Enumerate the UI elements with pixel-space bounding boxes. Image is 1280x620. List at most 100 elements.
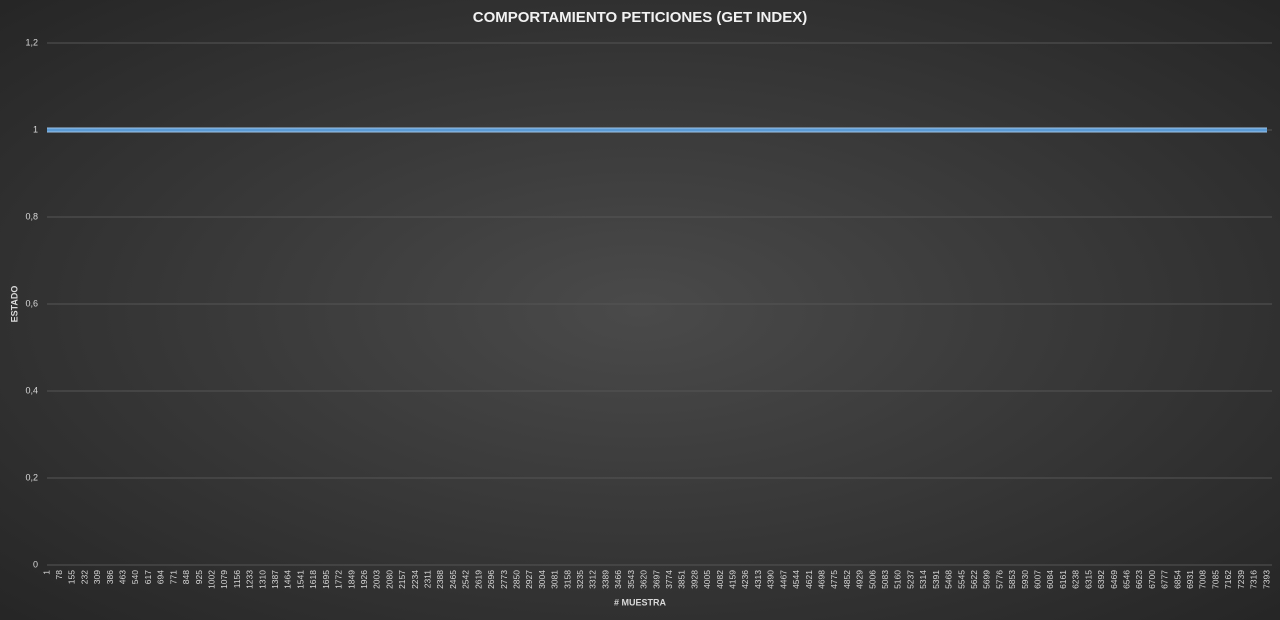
x-tick-label: 617 — [143, 570, 153, 584]
x-tick-label: 7393 — [1261, 570, 1271, 589]
x-tick-label: 5160 — [893, 570, 903, 589]
x-tick-label: 155 — [67, 570, 77, 584]
x-tick-label: 3697 — [651, 570, 661, 589]
x-tick-label: 2234 — [410, 570, 420, 589]
x-tick-label: 4544 — [791, 570, 801, 589]
x-tick-label: 5391 — [931, 570, 941, 589]
x-tick-label: 6392 — [1096, 570, 1106, 589]
x-tick-label: 4621 — [804, 570, 814, 589]
y-tick-label: 1 — [33, 124, 38, 134]
x-tick-label: 4852 — [842, 570, 852, 589]
x-tick-label: 1387 — [270, 570, 280, 589]
x-tick-label: 5237 — [905, 570, 915, 589]
x-tick-label: 6469 — [1109, 570, 1119, 589]
y-tick-label: 0,4 — [25, 385, 38, 395]
x-tick-label: 2696 — [486, 570, 496, 589]
x-tick-label: 771 — [168, 570, 178, 584]
y-tick-label: 0,8 — [25, 211, 38, 221]
x-tick-label: 3928 — [689, 570, 699, 589]
x-tick-label: 3774 — [664, 570, 674, 589]
x-tick-label: 6238 — [1071, 570, 1081, 589]
x-tick-label: 540 — [130, 570, 140, 584]
x-tick-label: 463 — [118, 570, 128, 584]
x-tick-label: 4929 — [855, 570, 865, 589]
x-tick-label: 1310 — [257, 570, 267, 589]
x-tick-label: 1618 — [308, 570, 318, 589]
x-tick-label: 6007 — [1033, 570, 1043, 589]
x-tick-label: 4313 — [753, 570, 763, 589]
x-tick-label: 5006 — [867, 570, 877, 589]
x-tick-label: 7316 — [1249, 570, 1259, 589]
x-tick-label: 848 — [181, 570, 191, 584]
y-tick-label: 0,6 — [25, 298, 38, 308]
x-tick-label: 1926 — [359, 570, 369, 589]
x-tick-label: 3235 — [575, 570, 585, 589]
x-tick-label: 1079 — [219, 570, 229, 589]
x-tick-label: 1464 — [283, 570, 293, 589]
y-tick-label: 0,2 — [25, 472, 38, 482]
x-tick-label: 78 — [54, 570, 64, 580]
x-tick-label: 1772 — [334, 570, 344, 589]
x-tick-label: 3389 — [600, 570, 610, 589]
x-tick-label: 2388 — [435, 570, 445, 589]
x-tick-label: 5699 — [982, 570, 992, 589]
x-tick-label: 7008 — [1198, 570, 1208, 589]
x-tick-label: 5468 — [944, 570, 954, 589]
x-tick-label: 4082 — [715, 570, 725, 589]
x-tick-label: 4775 — [829, 570, 839, 589]
x-tick-label: 4698 — [816, 570, 826, 589]
x-tick-label: 3851 — [677, 570, 687, 589]
x-tick-label: 4005 — [702, 570, 712, 589]
x-tick-label: 7085 — [1210, 570, 1220, 589]
x-tick-label: 5622 — [969, 570, 979, 589]
x-tick-label: 3466 — [613, 570, 623, 589]
x-tick-label: 6315 — [1083, 570, 1093, 589]
x-tick-label: 6161 — [1058, 570, 1068, 589]
x-tick-label: 1849 — [346, 570, 356, 589]
x-tick-label: 4159 — [728, 570, 738, 589]
x-axis-label: # MUESTRA — [614, 597, 667, 607]
y-tick-label: 1,2 — [25, 37, 38, 47]
x-tick-label: 2850 — [511, 570, 521, 589]
x-tick-label: 1 — [41, 570, 51, 575]
x-tick-label: 4467 — [778, 570, 788, 589]
x-tick-label: 7239 — [1236, 570, 1246, 589]
x-tick-label: 6546 — [1121, 570, 1131, 589]
x-tick-label: 3158 — [562, 570, 572, 589]
x-tick-label: 5545 — [956, 570, 966, 589]
x-tick-label: 5314 — [918, 570, 928, 589]
x-tick-label: 5853 — [1007, 570, 1017, 589]
x-tick-label: 925 — [194, 570, 204, 584]
x-tick-label: 2927 — [524, 570, 534, 589]
x-tick-label: 7162 — [1223, 570, 1233, 589]
y-axis-label: ESTADO — [9, 286, 19, 323]
x-tick-label: 2619 — [473, 570, 483, 589]
x-tick-label: 232 — [79, 570, 89, 584]
x-tick-label: 4390 — [766, 570, 776, 589]
x-tick-label: 6854 — [1172, 570, 1182, 589]
x-tick-label: 2003 — [372, 570, 382, 589]
x-tick-label: 5083 — [880, 570, 890, 589]
x-tick-label: 2311 — [423, 570, 433, 589]
x-tick-label: 4236 — [740, 570, 750, 589]
x-tick-label: 2157 — [397, 570, 407, 589]
x-tick-label: 1002 — [206, 570, 216, 589]
x-tick-label: 1695 — [321, 570, 331, 589]
x-tick-label: 1541 — [295, 570, 305, 589]
x-tick-label: 5930 — [1020, 570, 1030, 589]
x-tick-label: 3312 — [588, 570, 598, 589]
x-tick-label: 6777 — [1160, 570, 1170, 589]
x-tick-label: 2080 — [384, 570, 394, 589]
x-tick-label: 3620 — [639, 570, 649, 589]
x-tick-label: 1233 — [245, 570, 255, 589]
x-tick-label: 6084 — [1045, 570, 1055, 589]
x-tick-label: 386 — [105, 570, 115, 584]
chart-title: COMPORTAMIENTO PETICIONES (GET INDEX) — [473, 9, 807, 26]
x-tick-label: 3543 — [626, 570, 636, 589]
x-tick-label: 1156 — [232, 570, 242, 589]
x-tick-label: 2465 — [448, 570, 458, 589]
x-tick-label: 3081 — [550, 570, 560, 589]
